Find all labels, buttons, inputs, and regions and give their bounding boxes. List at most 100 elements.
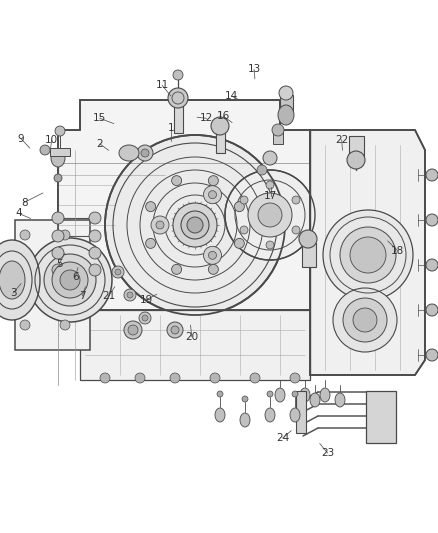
Ellipse shape bbox=[265, 408, 275, 422]
Text: 17: 17 bbox=[264, 191, 277, 201]
Ellipse shape bbox=[266, 241, 274, 249]
Ellipse shape bbox=[20, 320, 30, 330]
Ellipse shape bbox=[240, 226, 248, 234]
Ellipse shape bbox=[52, 264, 64, 276]
Ellipse shape bbox=[55, 126, 65, 136]
Ellipse shape bbox=[127, 292, 133, 298]
Ellipse shape bbox=[210, 373, 220, 383]
Ellipse shape bbox=[292, 196, 300, 204]
Ellipse shape bbox=[151, 216, 169, 234]
Bar bbox=[366, 391, 396, 443]
Ellipse shape bbox=[290, 373, 300, 383]
Ellipse shape bbox=[60, 230, 70, 240]
Ellipse shape bbox=[426, 259, 438, 271]
Ellipse shape bbox=[187, 217, 203, 233]
Text: 5: 5 bbox=[56, 259, 63, 269]
Ellipse shape bbox=[124, 289, 136, 301]
Ellipse shape bbox=[204, 246, 222, 264]
Ellipse shape bbox=[426, 214, 438, 226]
Ellipse shape bbox=[290, 408, 300, 422]
Ellipse shape bbox=[340, 227, 396, 283]
Ellipse shape bbox=[0, 240, 40, 320]
Ellipse shape bbox=[292, 391, 298, 397]
Text: 18: 18 bbox=[391, 246, 404, 255]
Ellipse shape bbox=[52, 247, 64, 259]
Ellipse shape bbox=[323, 210, 413, 300]
Ellipse shape bbox=[112, 266, 124, 278]
Ellipse shape bbox=[170, 373, 180, 383]
Ellipse shape bbox=[275, 388, 285, 402]
Ellipse shape bbox=[20, 230, 30, 240]
Bar bbox=[349, 136, 364, 156]
Ellipse shape bbox=[353, 308, 377, 332]
Ellipse shape bbox=[257, 165, 267, 175]
Ellipse shape bbox=[52, 230, 64, 242]
Ellipse shape bbox=[173, 70, 183, 80]
Ellipse shape bbox=[89, 247, 101, 259]
Ellipse shape bbox=[215, 408, 225, 422]
Text: 20: 20 bbox=[185, 332, 198, 342]
Ellipse shape bbox=[60, 320, 70, 330]
Ellipse shape bbox=[426, 349, 438, 361]
Ellipse shape bbox=[52, 212, 64, 224]
Ellipse shape bbox=[208, 252, 216, 260]
Text: 15: 15 bbox=[93, 114, 106, 123]
Ellipse shape bbox=[54, 174, 62, 182]
Ellipse shape bbox=[172, 264, 182, 274]
Ellipse shape bbox=[300, 388, 310, 402]
Ellipse shape bbox=[28, 238, 112, 322]
Ellipse shape bbox=[40, 145, 50, 155]
Ellipse shape bbox=[267, 391, 273, 397]
Text: 14: 14 bbox=[225, 91, 238, 101]
Text: 19: 19 bbox=[140, 295, 153, 304]
Text: 4: 4 bbox=[15, 208, 22, 218]
Ellipse shape bbox=[350, 237, 386, 273]
Ellipse shape bbox=[139, 312, 151, 324]
Polygon shape bbox=[58, 100, 310, 310]
Ellipse shape bbox=[100, 373, 110, 383]
Text: 24: 24 bbox=[276, 433, 289, 443]
Ellipse shape bbox=[266, 181, 274, 189]
Ellipse shape bbox=[310, 393, 320, 407]
Ellipse shape bbox=[426, 169, 438, 181]
Bar bbox=[280, 95, 293, 111]
Ellipse shape bbox=[172, 176, 182, 185]
Ellipse shape bbox=[278, 105, 294, 125]
Ellipse shape bbox=[171, 326, 179, 334]
Ellipse shape bbox=[250, 373, 260, 383]
Text: 16: 16 bbox=[217, 111, 230, 121]
Text: 7: 7 bbox=[79, 291, 86, 301]
Ellipse shape bbox=[146, 201, 155, 212]
Ellipse shape bbox=[248, 193, 292, 237]
Ellipse shape bbox=[234, 238, 244, 248]
Ellipse shape bbox=[60, 270, 80, 290]
Ellipse shape bbox=[208, 264, 219, 274]
Ellipse shape bbox=[89, 264, 101, 276]
Ellipse shape bbox=[141, 149, 149, 157]
Ellipse shape bbox=[181, 211, 209, 239]
Ellipse shape bbox=[211, 117, 229, 135]
Ellipse shape bbox=[167, 322, 183, 338]
Ellipse shape bbox=[234, 201, 244, 212]
Bar bbox=[302, 243, 316, 267]
Ellipse shape bbox=[146, 238, 155, 248]
Polygon shape bbox=[310, 130, 425, 375]
Bar bbox=[50, 148, 70, 156]
Ellipse shape bbox=[52, 262, 88, 298]
Ellipse shape bbox=[44, 254, 96, 306]
Bar bbox=[296, 391, 306, 433]
Ellipse shape bbox=[0, 261, 25, 299]
Text: 6: 6 bbox=[72, 272, 79, 282]
Ellipse shape bbox=[335, 393, 345, 407]
Ellipse shape bbox=[156, 221, 164, 229]
Bar bbox=[273, 131, 283, 144]
Ellipse shape bbox=[343, 298, 387, 342]
Ellipse shape bbox=[204, 185, 222, 204]
Ellipse shape bbox=[272, 124, 284, 136]
Text: 21: 21 bbox=[102, 291, 115, 301]
Ellipse shape bbox=[258, 203, 282, 227]
Polygon shape bbox=[80, 310, 310, 380]
Text: 1: 1 bbox=[167, 123, 174, 133]
Text: 22: 22 bbox=[335, 135, 348, 144]
Text: 13: 13 bbox=[247, 64, 261, 74]
